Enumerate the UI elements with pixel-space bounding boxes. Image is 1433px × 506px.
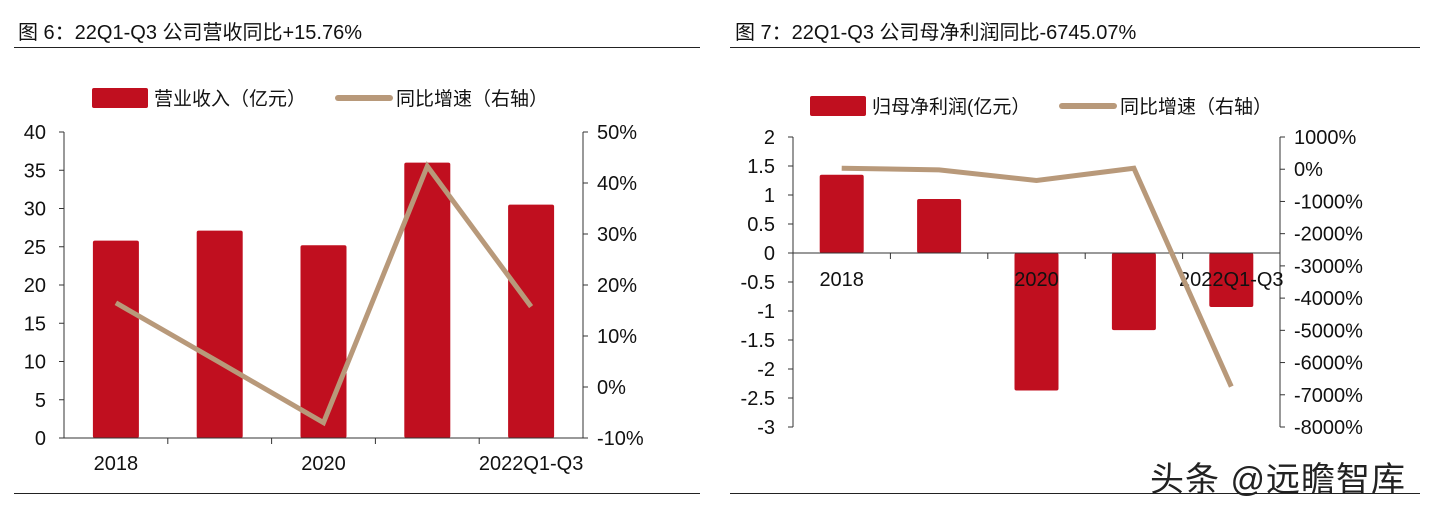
bar (196, 230, 243, 438)
right-tick-label: 50% (597, 122, 637, 144)
right-tick-label: -5000% (1294, 320, 1363, 342)
x-tick-label: 2020 (301, 453, 346, 475)
x-tick-label: 2022Q1-Q3 (1179, 269, 1284, 291)
left-tick-label: 10 (24, 352, 46, 374)
x-tick-label: 2018 (819, 269, 864, 291)
left-tick-label: 0 (35, 428, 46, 450)
watermark: 头条 @远瞻智库 (1150, 461, 1406, 499)
title-rule-2 (730, 47, 1420, 48)
x-tick-label: 2018 (94, 453, 139, 475)
bar (917, 199, 962, 253)
left-tick-label: 15 (24, 313, 46, 335)
x-tick-label: 2020 (1014, 269, 1059, 291)
legend-line-label: 同比增速（右轴） (396, 88, 548, 110)
left-tick-label: -1 (757, 301, 775, 323)
legend-bar-label: 营业收入（亿元） (154, 88, 306, 110)
right-tick-label: -7000% (1294, 385, 1363, 407)
left-tick-label: 25 (24, 237, 46, 259)
right-tick-label: -10% (597, 428, 644, 450)
left-tick-label: 2 (764, 127, 775, 149)
left-tick-label: 5 (35, 390, 46, 412)
bar (300, 245, 347, 438)
legend-bar-swatch (810, 96, 866, 116)
bar (1014, 253, 1059, 391)
bar (1209, 253, 1254, 307)
bar (819, 174, 864, 253)
left-tick-label: 0 (764, 243, 775, 265)
bar (404, 162, 451, 438)
legend-bar-swatch (92, 88, 148, 108)
chart-1-title: 图 6：22Q1-Q3 公司营收同比+15.76% (18, 22, 363, 44)
right-tick-label: 1000% (1294, 127, 1356, 149)
bottom-rule-2 (730, 493, 1420, 494)
right-tick-label: -2000% (1294, 224, 1363, 246)
left-tick-label: 20 (24, 275, 46, 297)
left-tick-label: 40 (24, 122, 46, 144)
left-tick-label: -3 (757, 417, 775, 439)
left-tick-label: -1.5 (741, 330, 775, 352)
left-tick-label: -2 (757, 359, 775, 381)
left-tick-label: 35 (24, 160, 46, 182)
right-tick-label: -1000% (1294, 191, 1363, 213)
left-tick-label: -2.5 (741, 388, 775, 410)
left-tick-label: 1.5 (747, 156, 775, 178)
left-tick-label: 30 (24, 199, 46, 221)
title-rule-1 (14, 47, 700, 48)
left-tick-label: 1 (764, 185, 775, 207)
right-tick-label: -6000% (1294, 353, 1363, 375)
right-tick-label: -8000% (1294, 417, 1363, 439)
legend-line-label: 同比增速（右轴） (1120, 96, 1272, 118)
right-tick-label: 30% (597, 224, 637, 246)
right-tick-label: -4000% (1294, 288, 1363, 310)
x-tick-label: 2022Q1-Q3 (479, 453, 584, 475)
bar (1111, 253, 1156, 331)
bar (508, 204, 555, 438)
right-tick-label: 0% (597, 377, 626, 399)
right-tick-label: 40% (597, 173, 637, 195)
bar (92, 240, 139, 438)
legend-bar-label: 归母净利润(亿元） (872, 96, 1030, 118)
chart-2-title: 图 7：22Q1-Q3 公司母净利润同比-6745.07% (735, 22, 1137, 44)
right-tick-label: 0% (1294, 159, 1323, 181)
left-tick-label: 0.5 (747, 214, 775, 236)
bottom-rule-1 (14, 493, 700, 494)
right-tick-label: 20% (597, 275, 637, 297)
right-tick-label: -3000% (1294, 256, 1363, 278)
left-tick-label: -0.5 (741, 272, 775, 294)
right-tick-label: 10% (597, 326, 637, 348)
